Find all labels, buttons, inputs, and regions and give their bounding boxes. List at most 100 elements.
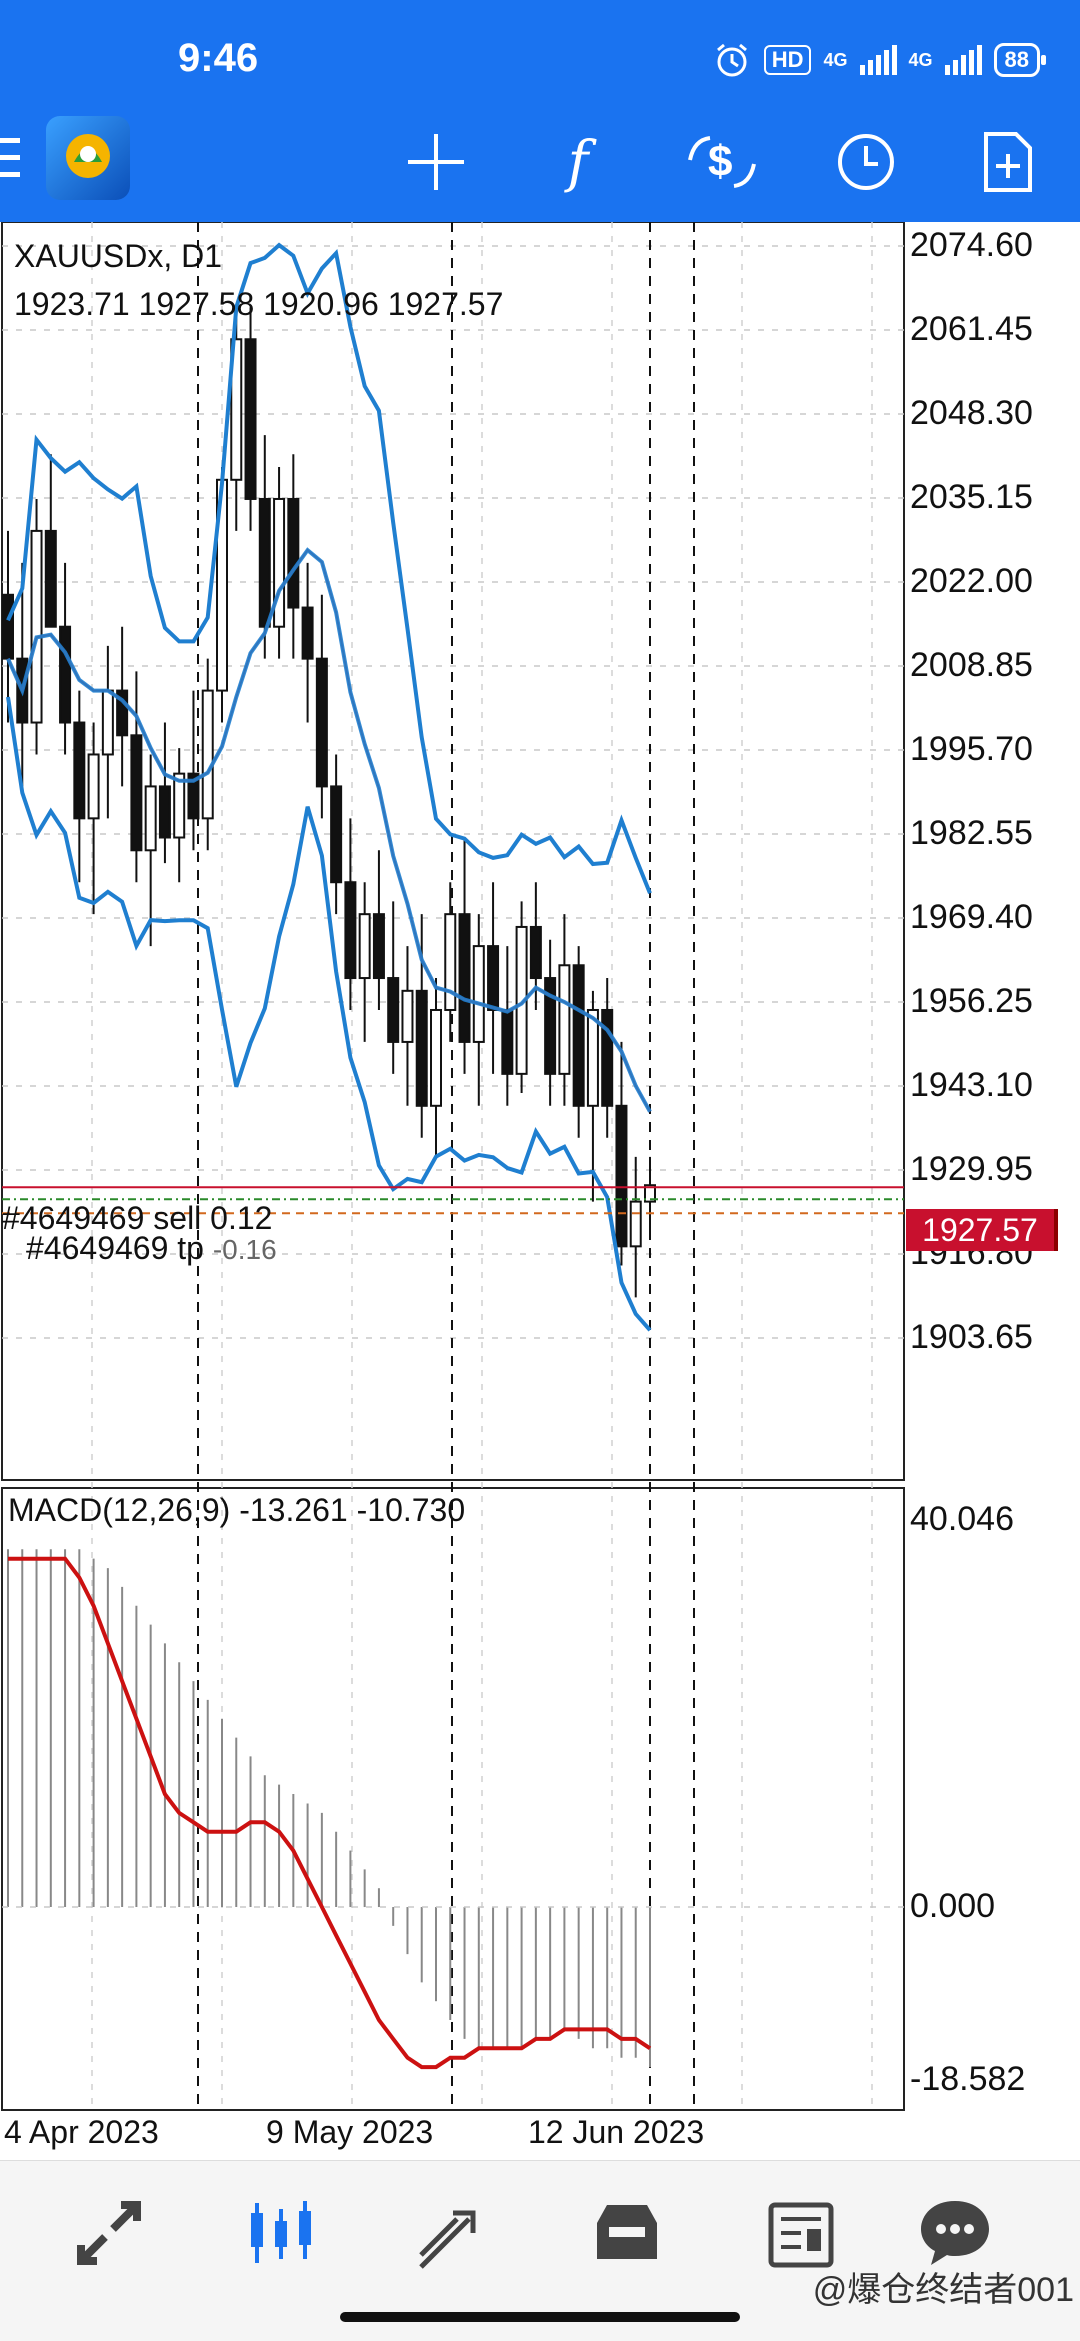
candle-body: [44, 529, 57, 628]
crosshair-icon[interactable]: [396, 122, 476, 202]
chart-canvas[interactable]: [0, 222, 1080, 2154]
candle-body: [487, 945, 500, 1011]
candle-body: [87, 753, 100, 820]
status-icons: HD 4G 4G 88: [712, 40, 1047, 80]
candle-body: [59, 625, 72, 724]
signal-icon-2: [944, 45, 982, 75]
hd-badge: HD: [763, 45, 812, 75]
date-label-1: 4 Apr 2023: [4, 2114, 159, 2150]
macd-signal-line: [8, 1556, 652, 2070]
price-axis-label: 1969.40: [910, 898, 1033, 936]
candle-body: [30, 529, 43, 724]
history-icon[interactable]: [582, 2188, 672, 2278]
candle-body: [116, 689, 129, 737]
candle-body: [415, 989, 428, 1107]
indicators-icon[interactable]: f: [538, 122, 618, 202]
mt-logo-icon[interactable]: [46, 116, 130, 200]
candle-body: [401, 989, 414, 1043]
candle-body: [173, 772, 186, 839]
macd-axis-label: -18.582: [910, 2060, 1026, 2098]
candle-body: [144, 785, 157, 852]
candle-body: [101, 689, 114, 756]
candle-body: [258, 497, 271, 628]
candle-body: [430, 1008, 442, 1107]
alarm-icon: [716, 43, 747, 77]
network-4g-2: 4G: [908, 49, 933, 70]
macd-axis-label: 0.000: [910, 1887, 996, 1926]
objects-icon[interactable]: [968, 122, 1048, 202]
timeframe-icon[interactable]: [826, 122, 906, 202]
price-axis-label: 2074.60: [910, 226, 1033, 264]
bollinger-upper-line: [6, 242, 652, 895]
order-tp-value: -0.16: [212, 1234, 277, 1265]
candle-body: [273, 497, 286, 628]
price-axis-label: 2022.00: [910, 562, 1033, 600]
candle-body: [501, 1008, 514, 1075]
messages-icon[interactable]: [910, 2188, 1000, 2278]
current-price-tag: 1927.57: [906, 1209, 1058, 1251]
candle-body: [230, 338, 243, 481]
candle-body: [472, 945, 485, 1043]
candle-body: [315, 657, 328, 788]
candle-body: [644, 1184, 656, 1203]
battery-icon: 88: [993, 43, 1047, 77]
candle-body: [330, 785, 343, 884]
date-label-3: 12 Jun 2023: [528, 2114, 705, 2150]
main-plot-frame: [1, 222, 905, 1481]
svg-text:$: $: [708, 137, 732, 186]
candle-body: [158, 785, 171, 839]
signal-icon-1: [859, 45, 897, 75]
price-axis-label: 1982.55: [910, 814, 1033, 852]
bollinger-lower-line: [6, 696, 652, 1332]
candle-body: [2, 593, 14, 660]
candle-body: [458, 913, 471, 1043]
candle-body: [601, 1008, 614, 1107]
quotes-icon[interactable]: [64, 2188, 154, 2278]
chart-ohlc: 1923.71 1927.58 1920.96 1927.57: [14, 286, 504, 322]
candle-body: [187, 772, 200, 820]
macd-title: MACD(12,26,9) -13.261 -10.730: [8, 1492, 466, 1528]
price-axis-label: 1995.70: [910, 730, 1033, 768]
watermark-text: @爆仓终结者001: [812, 2271, 1074, 2309]
menu-icon[interactable]: [0, 136, 24, 180]
candle-body: [244, 338, 257, 500]
candle-body: [201, 689, 214, 820]
trade-icon[interactable]: $: [682, 122, 762, 202]
network-4g-1: 4G: [823, 49, 848, 70]
bottom-nav: [0, 2160, 1080, 2341]
candle-body: [73, 721, 86, 820]
order-tp-line[interactable]: #4649469 tp -0.16: [26, 1230, 277, 1267]
price-axis-label: 2035.15: [910, 478, 1033, 516]
candle-body: [586, 1008, 599, 1107]
candle-body: [615, 1104, 628, 1248]
status-bar: 9:46 HD 4G 4G 88: [0, 0, 1080, 120]
price-axis-label: 1929.95: [910, 1150, 1033, 1188]
news-icon[interactable]: [756, 2188, 846, 2278]
chart-icon[interactable]: [236, 2188, 326, 2278]
bollinger-middle-line: [6, 547, 652, 1113]
order-sell-label[interactable]: #4649469 sell 0.12: [2, 1200, 273, 1236]
status-time: 9:46: [178, 36, 259, 80]
candle-body: [287, 497, 300, 609]
candle-body: [544, 977, 557, 1075]
candle-body: [558, 964, 571, 1075]
price-axis-label: 1903.65: [910, 1318, 1033, 1356]
home-indicator[interactable]: [340, 2312, 740, 2322]
price-axis-label: 2048.30: [910, 394, 1033, 432]
candle-body: [344, 881, 357, 980]
candle-body: [444, 913, 457, 1011]
trade-nav-icon[interactable]: [408, 2188, 498, 2278]
price-axis-label: 2008.85: [910, 646, 1033, 684]
candle-body: [301, 606, 314, 660]
chart-symbol-title: XAUUSDx, D1: [14, 238, 223, 274]
candle-body: [358, 913, 371, 980]
price-axis-label: 1956.25: [910, 982, 1033, 1020]
candle-body: [572, 964, 585, 1107]
indicators-glyph: f: [567, 129, 589, 195]
candle-body: [130, 734, 143, 852]
app-toolbar: [0, 120, 1080, 222]
price-axis-label: 1943.10: [910, 1066, 1033, 1104]
price-axis-label: 2061.45: [910, 310, 1033, 348]
battery-level: 88: [1004, 47, 1029, 72]
candle-body: [387, 977, 400, 1043]
